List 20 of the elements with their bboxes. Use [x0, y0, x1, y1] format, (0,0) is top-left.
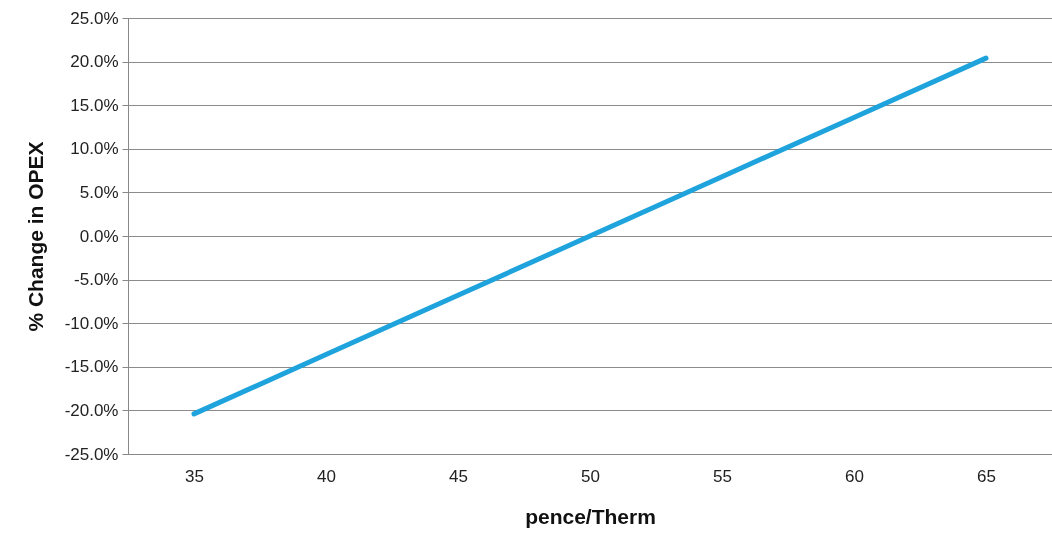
- x-tick-label: 45: [449, 466, 468, 486]
- y-tick-label: -5.0%: [74, 270, 119, 290]
- x-tick-label: 60: [845, 466, 864, 486]
- x-tick-label: 50: [581, 466, 600, 486]
- x-tick-label: 40: [317, 466, 336, 486]
- y-tick-label: 10.0%: [70, 139, 119, 159]
- y-tick-label: -15.0%: [64, 357, 119, 377]
- y-tick-label: -10.0%: [64, 313, 119, 333]
- y-tick-label: 25.0%: [70, 8, 119, 28]
- y-tick-label: 5.0%: [79, 182, 119, 202]
- y-axis-title: % Change in OPEX: [23, 141, 47, 332]
- x-tick-label: 35: [185, 466, 204, 486]
- y-tick-label: -25.0%: [64, 444, 119, 464]
- y-tick-label: 15.0%: [70, 95, 119, 115]
- x-tick-label: 55: [713, 466, 732, 486]
- x-axis-title: pence/Therm: [525, 504, 656, 528]
- y-tick-label: 0.0%: [79, 226, 119, 246]
- x-tick-label: 65: [977, 466, 996, 486]
- y-tick-label: 20.0%: [70, 52, 119, 72]
- y-tick-label: -20.0%: [64, 400, 119, 420]
